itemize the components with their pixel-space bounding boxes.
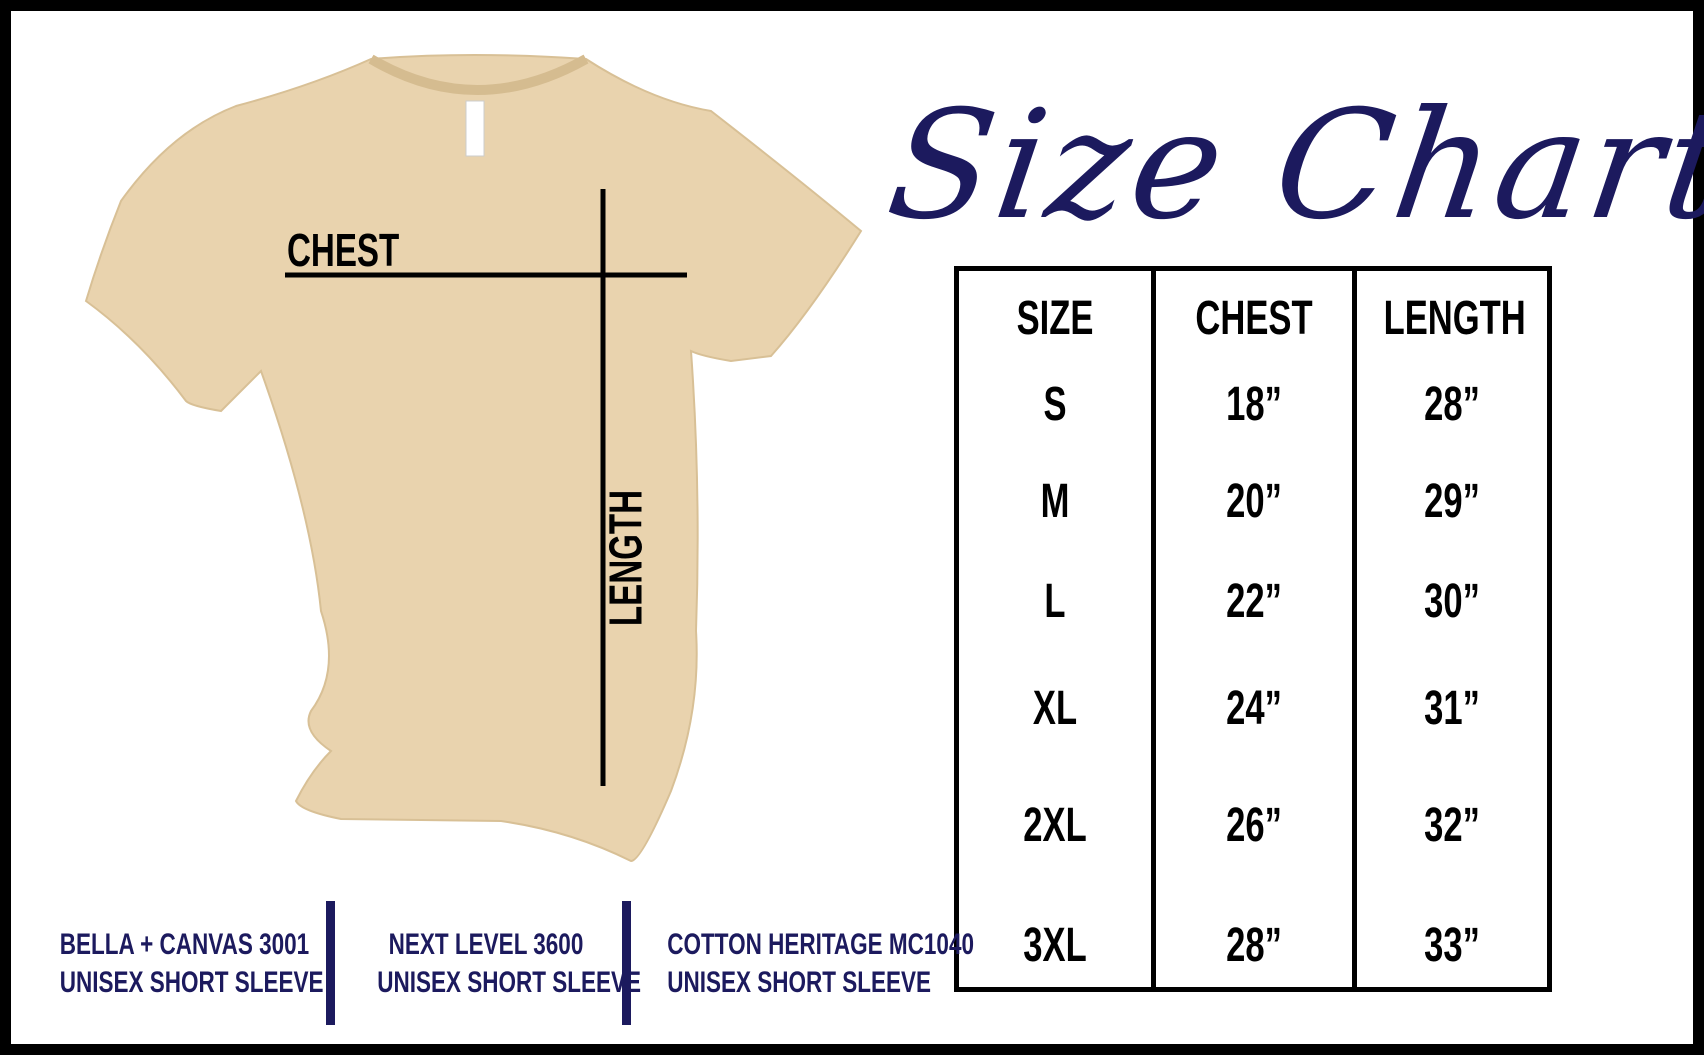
header-chest: CHEST	[1195, 292, 1313, 345]
tshirt-collar	[368, 54, 589, 95]
length-cell: 32”	[1424, 799, 1480, 852]
header-length: LENGTH	[1383, 292, 1526, 345]
tshirt-illustration	[84, 54, 863, 863]
tshirt-shape	[84, 54, 863, 863]
divider-bar	[622, 901, 631, 1025]
divider-bar	[326, 901, 335, 1025]
tshirt-tag	[465, 100, 485, 157]
chest-label: CHEST	[287, 224, 400, 276]
length-label: LENGTH	[599, 489, 652, 627]
size-column: SIZE S M L XL 2XL 3XL	[959, 271, 1151, 987]
length-cell: 28”	[1424, 378, 1480, 431]
brand-bella-canvas: BELLA + CANVAS 3001 UNISEX SHORT SLEEVE	[59, 926, 324, 1002]
length-cell: 30”	[1424, 575, 1480, 628]
brand-style: UNISEX SHORT SLEEVE	[377, 966, 642, 999]
size-cell: L	[1044, 575, 1066, 628]
length-cell: 31”	[1424, 682, 1480, 735]
size-cell: 2XL	[1023, 799, 1087, 852]
chest-cell: 20”	[1226, 475, 1282, 528]
size-cell: M	[1040, 475, 1070, 528]
length-column: LENGTH 28” 29” 30” 31” 32” 33”	[1352, 271, 1547, 987]
size-chart-canvas: CHEST LENGTH Size Chart SIZE S M L XL 2X…	[11, 11, 1704, 1044]
chest-cell: 28”	[1226, 919, 1282, 972]
header-size: SIZE	[1016, 292, 1094, 345]
chest-column: CHEST 18” 20” 22” 24” 26” 28”	[1151, 271, 1352, 987]
brand-cotton-heritage: COTTON HERITAGE MC1040 UNISEX SHORT SLEE…	[667, 926, 974, 1002]
brand-style: UNISEX SHORT SLEEVE	[667, 966, 932, 999]
chest-cell: 18”	[1226, 378, 1282, 431]
length-cell: 29”	[1424, 475, 1480, 528]
brand-model: NEXT LEVEL 3600	[388, 928, 584, 961]
brand-model: BELLA + CANVAS 3001	[59, 928, 310, 961]
length-cell: 33”	[1424, 919, 1480, 972]
brand-model: COTTON HERITAGE MC1040	[667, 928, 974, 961]
size-cell: XL	[1032, 682, 1078, 735]
brand-style: UNISEX SHORT SLEEVE	[59, 966, 324, 999]
brand-next-level: NEXT LEVEL 3600 UNISEX SHORT SLEEVE	[377, 926, 642, 1002]
chest-cell: 24”	[1226, 682, 1282, 735]
size-cell: S	[1043, 378, 1067, 431]
size-table: SIZE S M L XL 2XL 3XL CHEST 18” 20” 22” …	[954, 266, 1552, 992]
page-title: Size Chart	[878, 79, 1704, 253]
chest-cell: 26”	[1226, 799, 1282, 852]
size-cell: 3XL	[1023, 919, 1087, 972]
chest-cell: 22”	[1226, 575, 1282, 628]
